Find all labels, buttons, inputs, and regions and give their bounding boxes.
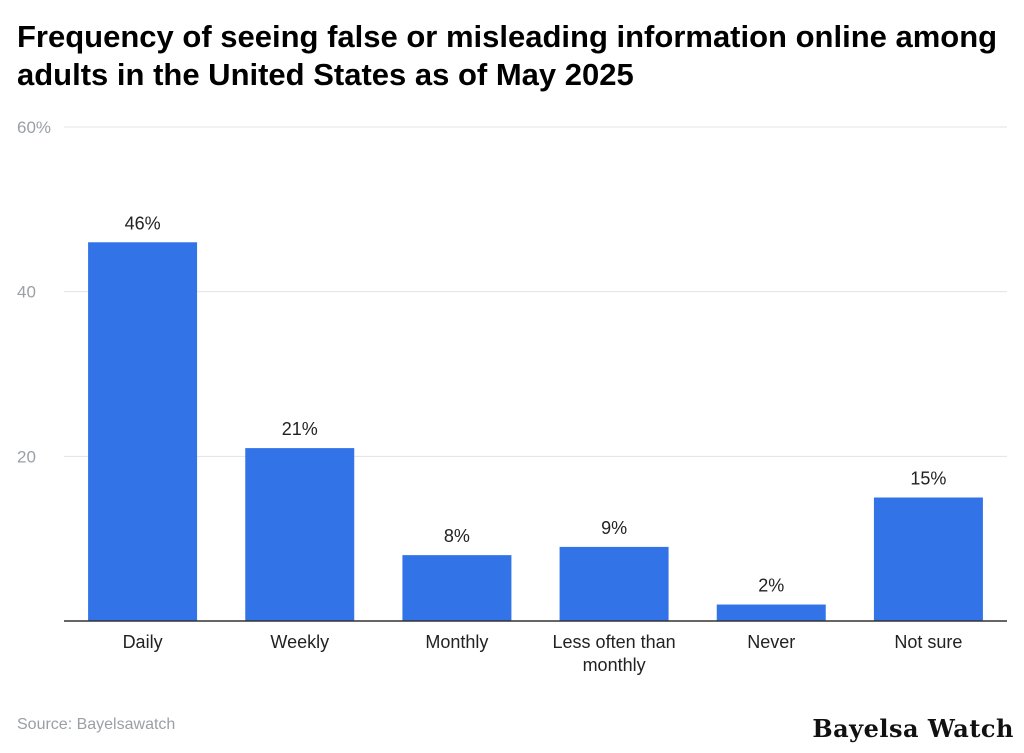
data-label: 8% bbox=[444, 526, 470, 546]
source-note: Source: Bayelsawatch bbox=[17, 716, 176, 733]
data-label: 15% bbox=[910, 469, 946, 489]
y-tick-label: 20 bbox=[17, 447, 36, 466]
bar bbox=[873, 497, 983, 621]
y-tick-label: 60% bbox=[17, 118, 51, 137]
x-tick-label: Not sure bbox=[894, 632, 962, 652]
data-label: 2% bbox=[758, 576, 784, 596]
bar bbox=[88, 242, 198, 621]
bar bbox=[402, 555, 512, 621]
data-labels: 46% 21% 8% 9% 2% 15% bbox=[125, 213, 947, 595]
chart-title: Frequency of seeing false or misleading … bbox=[17, 19, 998, 92]
bar bbox=[716, 604, 826, 621]
brand-logo: Bayelsa Watch bbox=[812, 714, 1014, 743]
x-tick-label: Never bbox=[747, 632, 795, 652]
bar-chart: 20 40 60% 46% 21% 8% 9% 2% 15% Daily Weekly Month… bbox=[17, 118, 1007, 675]
data-label: 46% bbox=[125, 213, 161, 233]
x-axis-labels: Daily Weekly Monthly Less often than monthly… bbox=[123, 632, 963, 675]
data-label: 9% bbox=[601, 518, 627, 538]
x-tick-label: Weekly bbox=[270, 632, 329, 652]
gridlines bbox=[64, 126, 1007, 457]
bars bbox=[88, 242, 983, 621]
y-axis-ticks: 20 40 60% bbox=[17, 118, 51, 466]
y-tick-label: 40 bbox=[17, 283, 36, 302]
data-label: 21% bbox=[282, 419, 318, 439]
x-tick-label: Less often than monthly bbox=[553, 632, 676, 675]
bar bbox=[245, 448, 355, 621]
x-tick-label: Monthly bbox=[425, 632, 488, 652]
bar bbox=[559, 546, 669, 621]
x-tick-label: Daily bbox=[123, 632, 163, 652]
